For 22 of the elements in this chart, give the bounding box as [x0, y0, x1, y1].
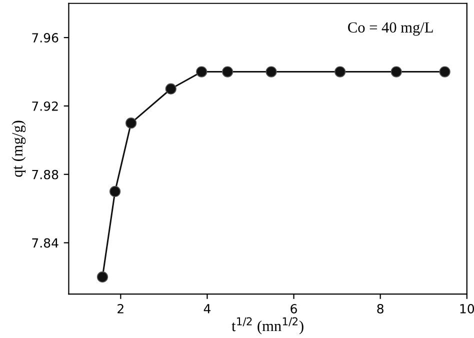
y-tick-label: 7.84: [32, 238, 58, 248]
x-tick-label: 6: [290, 304, 297, 314]
y-tick-label: 7.88: [32, 170, 58, 180]
point: [165, 83, 176, 94]
y-tick-label: 7.92: [32, 101, 58, 111]
point: [334, 66, 346, 78]
point: [109, 186, 121, 198]
x-tick-label: 8: [377, 304, 384, 314]
x-tick-label: 2: [118, 304, 124, 314]
point: [439, 66, 450, 78]
x-axis-title: t$^{1/2}$ (mn$^{1/2}$): [232, 317, 304, 334]
y-tick-label: 7.96: [32, 33, 58, 43]
y-axis-title: qt (mg/g): [12, 120, 26, 177]
point: [125, 118, 137, 129]
x-tick-label: 10: [460, 304, 474, 314]
annotation: Co = 40 mg/L: [348, 22, 433, 36]
x-tick-label: 4: [204, 304, 210, 314]
point: [266, 66, 277, 78]
point: [222, 66, 234, 78]
point: [390, 66, 402, 78]
point: [196, 66, 208, 78]
point: [96, 271, 108, 283]
